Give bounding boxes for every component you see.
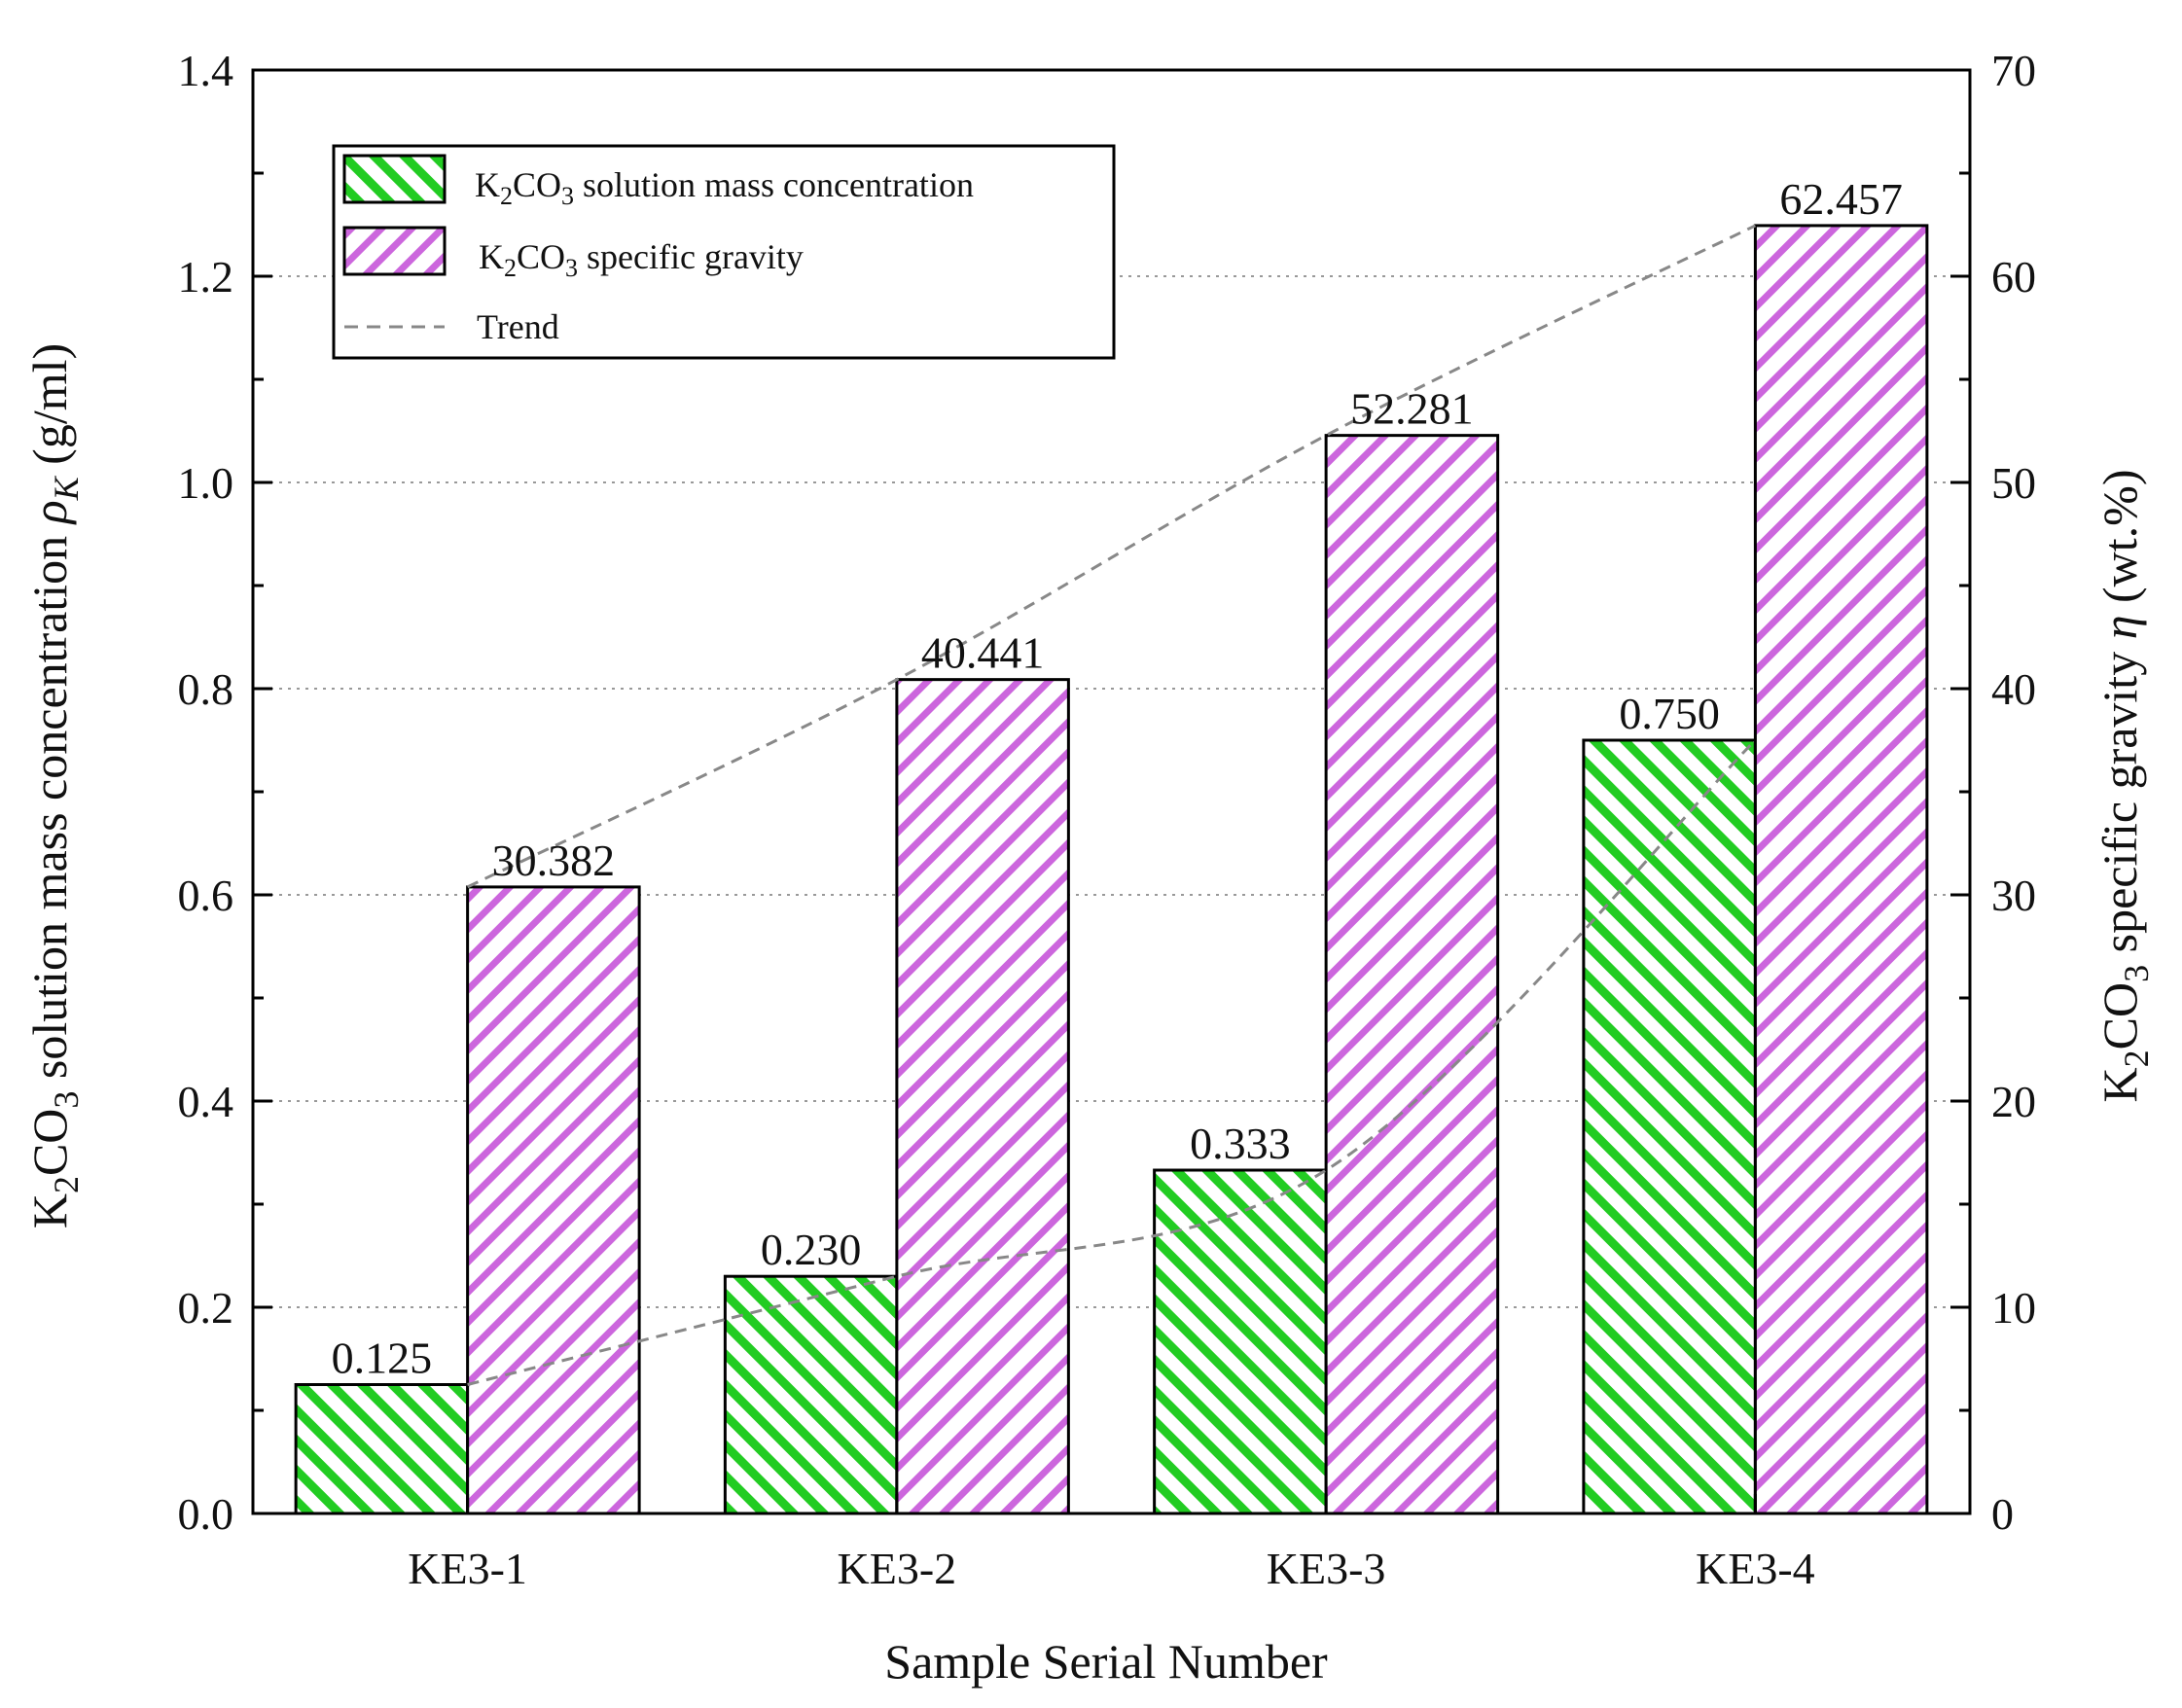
trend-lines — [466, 224, 1757, 1386]
bar-mass-concentration — [294, 1383, 470, 1515]
left-tick-label: 1.0 — [178, 458, 234, 508]
bars — [294, 224, 1929, 1515]
x-tick-label: KE3-3 — [1267, 1544, 1386, 1593]
legend: K2CO3 solution mass concentration K2CO3 … — [332, 144, 1116, 360]
bar-specific-gravity — [466, 885, 641, 1515]
left-tick-label: 1.2 — [178, 252, 234, 302]
x-tick-label: KE3-1 — [408, 1544, 527, 1593]
bar-mass-concentration — [1582, 738, 1757, 1515]
left-tick-label: 0.6 — [178, 871, 234, 920]
right-tick-label: 50 — [1991, 458, 2036, 508]
legend-swatch-green — [342, 154, 447, 204]
bar-mass-concentration — [723, 1274, 899, 1515]
right-tick-label: 60 — [1991, 252, 2036, 302]
svg-text:K2CO3 specific gravity η (wt.%: K2CO3 specific gravity η (wt.%) — [2093, 470, 2156, 1103]
bar-specific-gravity — [895, 678, 1070, 1515]
data-label-specific-gravity: 40.441 — [921, 628, 1045, 678]
x-tick-label: KE3-4 — [1696, 1544, 1815, 1593]
bar-specific-gravity — [1324, 434, 1500, 1515]
data-label-mass-concentration: 0.333 — [1190, 1119, 1291, 1168]
trend-line-mass-concentration — [467, 738, 1757, 1386]
legend-swatch-purple — [342, 226, 447, 276]
right-tick-label: 0 — [1991, 1489, 2014, 1539]
left-tick-label: 1.4 — [178, 46, 234, 95]
bar-mass-concentration — [1153, 1168, 1328, 1515]
left-tick-label: 0.4 — [178, 1077, 234, 1126]
legend-box — [332, 144, 1116, 360]
legend-label-trend: Trend — [477, 307, 559, 346]
bar-specific-gravity — [1753, 224, 1929, 1515]
left-tick-label: 0.2 — [178, 1283, 234, 1333]
right-axis-title: K2CO3 specific gravity η (wt.%) — [2093, 470, 2156, 1103]
right-tick-label: 40 — [1991, 664, 2036, 714]
left-tick-label: 0.0 — [178, 1489, 234, 1539]
right-tick-label: 20 — [1991, 1077, 2036, 1126]
x-axis-title: Sample Serial Number — [884, 1634, 1328, 1689]
data-label-specific-gravity: 52.281 — [1350, 384, 1474, 434]
right-tick-label: 70 — [1991, 46, 2036, 95]
svg-text:K2CO3 solution mass concentrat: K2CO3 solution mass concentration ρK (g/… — [22, 343, 86, 1228]
data-labels: 0.125 30.382 0.230 40.441 0.333 52.281 0.750 62… — [332, 174, 1903, 1383]
left-tick-label: 0.8 — [178, 664, 234, 714]
data-label-specific-gravity: 30.382 — [492, 836, 616, 885]
x-tick-label: KE3-2 — [838, 1544, 957, 1593]
trend-line-specific-gravity — [466, 224, 1757, 889]
data-label-mass-concentration: 0.125 — [332, 1334, 433, 1383]
left-axis-title: K2CO3 solution mass concentration ρK (g/… — [22, 343, 86, 1228]
right-tick-label: 10 — [1991, 1283, 2036, 1333]
data-label-mass-concentration: 0.230 — [761, 1225, 862, 1274]
right-tick-label: 30 — [1991, 871, 2036, 920]
legend-label-purple: K2CO3 specific gravity — [479, 237, 804, 282]
data-label-specific-gravity: 62.457 — [1779, 174, 1903, 224]
legend-label-green: K2CO3 solution mass concentration — [475, 165, 974, 210]
axis-ticks: 0.0 0 0.2 10 0.4 20 0.6 30 0.8 40 1.0 50 1.2 60 1.4 70 K… — [178, 46, 2037, 1593]
data-label-mass-concentration: 0.750 — [1619, 689, 1720, 738]
